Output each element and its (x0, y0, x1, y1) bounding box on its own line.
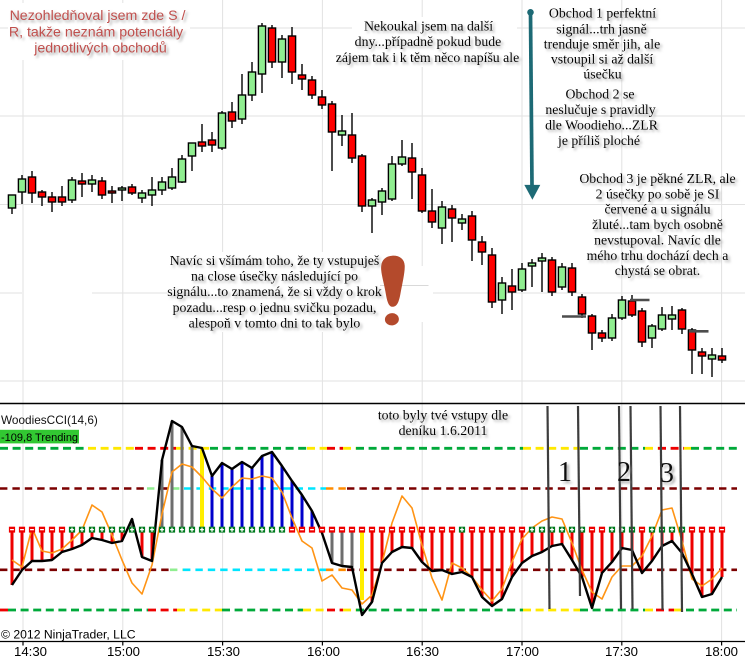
svg-text:© 2012 NinjaTrader, LLC: © 2012 NinjaTrader, LLC (1, 628, 136, 642)
svg-text:je příliš ploché: je příliš ploché (557, 133, 640, 148)
svg-text:Obchod 2 se: Obchod 2 se (566, 87, 635, 102)
svg-text:15:00: 15:00 (107, 644, 140, 659)
svg-text:červené a u signálu: červené a u signálu (604, 201, 710, 216)
svg-text:3: 3 (660, 458, 674, 489)
svg-text:1: 1 (558, 457, 572, 488)
svg-text:17:00: 17:00 (506, 644, 539, 659)
svg-text:Obchod 1 perfektní: Obchod 1 perfektní (549, 6, 656, 21)
svg-text:trenduje směr jih, ale: trenduje směr jih, ale (544, 37, 660, 52)
svg-text:16:00: 16:00 (307, 644, 340, 659)
svg-text:mého trhu dochází dech a: mého trhu dochází dech a (587, 248, 729, 263)
svg-text:nevstupoval. Navíc dle: nevstupoval. Navíc dle (594, 233, 721, 248)
svg-text:signál...trh jasně: signál...trh jasně (556, 21, 646, 36)
svg-text:dle Woodieho...ZLR: dle Woodieho...ZLR (545, 117, 659, 132)
svg-text:Nekoukal jsem na další: Nekoukal jsem na další (364, 19, 493, 34)
svg-text:Nezohledňoval jsem zde S /: Nezohledňoval jsem zde S / (10, 8, 186, 24)
svg-text:jednotlivých obchodů: jednotlivých obchodů (33, 41, 167, 57)
svg-text:na close úsečky následující po: na close úsečky následující po (191, 269, 358, 284)
svg-text:14:30: 14:30 (14, 644, 47, 659)
svg-text:deníku 1.6.2011: deníku 1.6.2011 (399, 423, 488, 438)
svg-text:2: 2 (617, 457, 631, 488)
svg-text:vstoupil si až další: vstoupil si až další (551, 52, 653, 67)
svg-text:dny...případně pokud bude: dny...případně pokud bude (355, 34, 502, 49)
svg-text:Navíc si všímám toho, že ty vs: Navíc si všímám toho, že ty vstupuješ (170, 253, 380, 268)
svg-text:žluté...tam bych osobně: žluté...tam bych osobně (592, 217, 723, 232)
svg-text:chystá se obrat.: chystá se obrat. (615, 263, 700, 278)
svg-text:signálu...to znamená, že si vž: signálu...to znamená, že si vždy o krok (167, 284, 382, 299)
svg-text:alespoň v tomto dni to tak byl: alespoň v tomto dni to tak bylo (189, 316, 361, 331)
svg-text:Obchod 3 je pěkné ZLR, ale: Obchod 3 je pěkné ZLR, ale (579, 171, 735, 186)
svg-text:16:30: 16:30 (406, 644, 439, 659)
svg-text:18:00: 18:00 (705, 644, 738, 659)
svg-text:-109,8 Trending: -109,8 Trending (1, 432, 78, 444)
svg-text:WoodiesCCI(14,6): WoodiesCCI(14,6) (1, 413, 98, 427)
svg-text:15:30: 15:30 (207, 644, 240, 659)
svg-text:úsečku: úsečku (583, 67, 621, 82)
svg-text:toto byly tvé vstupy dle: toto byly tvé vstupy dle (378, 408, 508, 423)
svg-text:neslučuje s pravidly: neslučuje s pravidly (545, 102, 655, 117)
svg-text:17:30: 17:30 (605, 644, 638, 659)
svg-text:R, takže neznám potenciály: R, takže neznám potenciály (9, 24, 184, 40)
svg-text:2 úsečky po sobě je SI: 2 úsečky po sobě je SI (596, 187, 720, 202)
svg-text:pozadu...resp o jednu svičku p: pozadu...resp o jednu svičku pozadu, (173, 300, 377, 315)
svg-text:zájem tak i k těm něco napíšu: zájem tak i k těm něco napíšu ale (336, 50, 520, 65)
